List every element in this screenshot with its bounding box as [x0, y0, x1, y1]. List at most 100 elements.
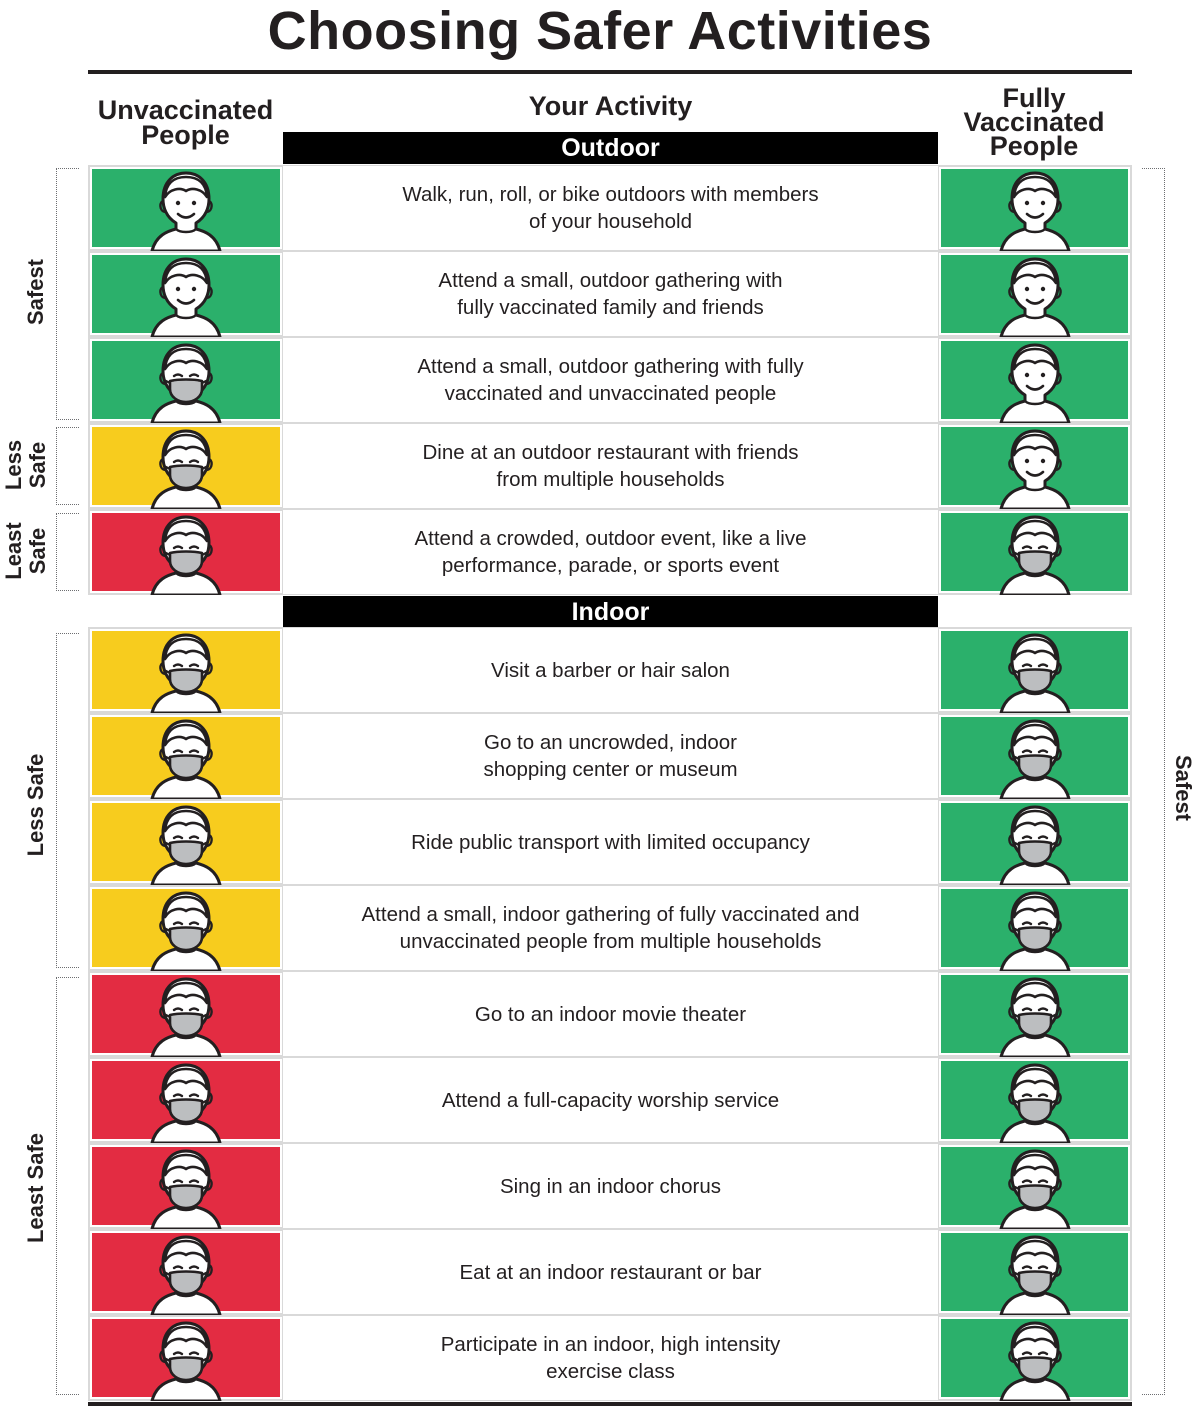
risk-level-green: [941, 717, 1128, 799]
activity-text: Go to an uncrowded, indoor shopping cente…: [331, 729, 891, 783]
activity-line: vaccinated and unvaccinated people: [444, 382, 777, 405]
unvaccinated-risk-cell: [88, 251, 283, 337]
section-header-indoor: Indoor: [283, 596, 938, 628]
header-line: Vaccinated: [963, 107, 1105, 137]
bracket-least-safe-indoor: [56, 977, 79, 1395]
side-label-least-safe-indoor: Least Safe: [23, 1133, 48, 1243]
face-mask-icon: [150, 805, 222, 885]
unvaccinated-risk-cell: [88, 627, 283, 713]
activity-line: Attend a small, outdoor gathering with: [438, 269, 783, 292]
face-mask-icon: [999, 1149, 1070, 1229]
activity-line: Walk, run, roll, or bike outdoors with m…: [402, 183, 819, 206]
vaccinated-risk-cell: [938, 1143, 1132, 1229]
side-label-line: Less: [1, 439, 26, 491]
face-mask-icon: [150, 1063, 222, 1143]
risk-level-green: [941, 1147, 1128, 1229]
vaccinated-risk-cell: [938, 1315, 1132, 1401]
side-label-line: Safest: [1171, 754, 1196, 822]
side-label-line: Safe: [25, 527, 50, 575]
face-no-mask-icon: [999, 429, 1070, 509]
activity-cell: Sing in an indoor chorus: [283, 1143, 938, 1229]
risk-level-yellow: [92, 717, 280, 799]
activity-line: shopping center or museum: [483, 758, 738, 781]
face-mask-icon: [999, 633, 1070, 713]
risk-level-red: [92, 1319, 280, 1401]
table-row: Walk, run, roll, or bike outdoors with m…: [88, 165, 1132, 251]
side-label-line: Least: [1, 522, 26, 580]
activity-cell: Attend a full-capacity worship service: [283, 1057, 938, 1143]
unvaccinated-risk-cell: [88, 1143, 283, 1229]
risk-level-red: [92, 975, 280, 1057]
face-mask-icon: [150, 633, 222, 713]
risk-level-green: [941, 513, 1128, 595]
table-row: Visit a barber or hair salon: [88, 627, 1132, 713]
face-mask-icon: [999, 719, 1070, 799]
risk-level-green: [92, 341, 280, 423]
face-mask-icon: [150, 1321, 222, 1401]
unvaccinated-risk-cell: [88, 799, 283, 885]
activity-cell: Ride public transport with limited occup…: [283, 799, 938, 885]
activity-cell: Eat at an indoor restaurant or bar: [283, 1229, 938, 1315]
vaccinated-risk-cell: [938, 337, 1132, 423]
table-row: Participate in an indoor, high intensity…: [88, 1315, 1132, 1401]
risk-level-red: [92, 1061, 280, 1143]
activity-text: Participate in an indoor, high intensity…: [331, 1331, 891, 1385]
activity-line: Visit a barber or hair salon: [491, 658, 730, 682]
activity-text: Attend a full-capacity worship service: [331, 1087, 891, 1114]
header-activity: Your Activity: [528, 91, 693, 121]
activity-text: Attend a small, outdoor gathering with fu…: [331, 267, 891, 321]
activity-text: Visit a barber or hair salon: [331, 657, 891, 684]
unvaccinated-risk-cell: [88, 337, 283, 423]
face-no-mask-icon: [150, 171, 222, 251]
vaccinated-risk-cell: [938, 165, 1132, 251]
unvaccinated-risk-cell: [88, 165, 283, 251]
bracket-safest-vaccinated: [1142, 168, 1165, 1395]
table-row: Go to an indoor movie theater: [88, 971, 1132, 1057]
vaccinated-risk-cell: [938, 251, 1132, 337]
activity-line: performance, parade, or sports event: [441, 554, 780, 577]
table-row: Attend a crowded, outdoor event, like a …: [88, 509, 1132, 595]
risk-level-yellow: [92, 631, 280, 713]
table-row: Attend a full-capacity worship service: [88, 1057, 1132, 1143]
activity-line: of your household: [529, 210, 692, 233]
activity-text: Sing in an indoor chorus: [331, 1173, 891, 1200]
risk-level-red: [92, 1233, 280, 1315]
activity-text: Walk, run, roll, or bike outdoors with m…: [331, 181, 891, 235]
vaccinated-risk-cell: [938, 799, 1132, 885]
face-mask-icon: [999, 977, 1070, 1057]
activity-line: Dine at an outdoor restaurant with frien…: [422, 441, 799, 464]
activity-text: Go to an indoor movie theater: [331, 1001, 891, 1028]
activity-line: unvaccinated people from multiple househ…: [399, 930, 822, 953]
activity-cell: Participate in an indoor, high intensity…: [283, 1315, 938, 1401]
table-row: Go to an uncrowded, indoor shopping cente…: [88, 713, 1132, 799]
unvaccinated-risk-cell: [88, 509, 283, 595]
activity-cell: Go to an uncrowded, indoor shopping cente…: [283, 713, 938, 799]
unvaccinated-risk-cell: [88, 1229, 283, 1315]
vaccinated-risk-cell: [938, 1229, 1132, 1315]
bracket-less-safe-outdoor: [56, 427, 79, 505]
unvaccinated-risk-cell: [88, 1057, 283, 1143]
activity-text: Eat at an indoor restaurant or bar: [331, 1259, 891, 1286]
table-row: Attend a small, indoor gathering of full…: [88, 885, 1132, 971]
vaccinated-risk-cell: [938, 713, 1132, 799]
activity-line: Participate in an indoor, high intensity: [440, 1333, 781, 1356]
bracket-safest-outdoor: [56, 168, 79, 420]
unvaccinated-risk-cell: [88, 713, 283, 799]
side-label-less-safe: Less Safe: [1, 439, 50, 491]
table-row: Attend a small, outdoor gathering with fu…: [88, 251, 1132, 337]
risk-level-green: [941, 803, 1128, 885]
risk-level-green: [941, 341, 1128, 423]
vaccinated-risk-cell: [938, 885, 1132, 971]
unvaccinated-risk-cell: [88, 1315, 283, 1401]
activity-line: Go to an indoor movie theater: [474, 1002, 747, 1026]
vaccinated-risk-cell: [938, 1057, 1132, 1143]
risk-level-yellow: [92, 427, 280, 509]
face-mask-icon: [999, 515, 1070, 595]
activity-line: Eat at an indoor restaurant or bar: [459, 1260, 762, 1284]
face-mask-icon: [999, 1321, 1070, 1401]
header-unvaccinated: Unvaccinated People: [88, 97, 283, 149]
activity-cell: Attend a small, outdoor gathering with fu…: [283, 251, 938, 337]
activity-cell: Visit a barber or hair salon: [283, 627, 938, 713]
table-row: Sing in an indoor chorus: [88, 1143, 1132, 1229]
unvaccinated-risk-cell: [88, 423, 283, 509]
